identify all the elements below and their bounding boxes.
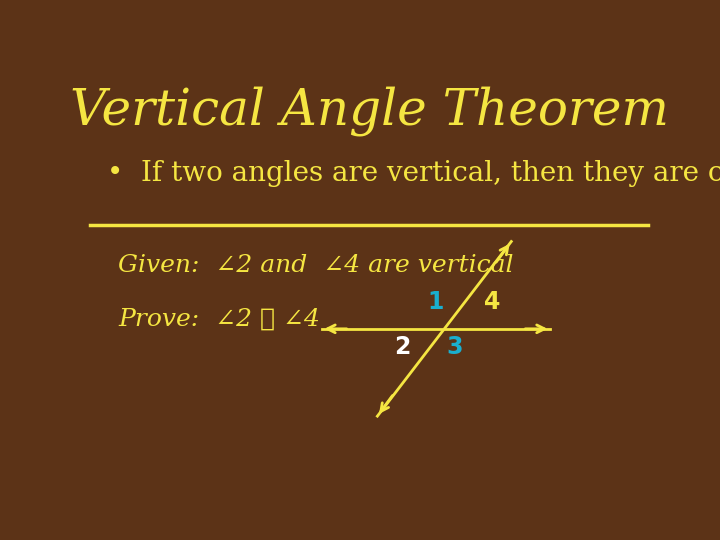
Text: 4: 4 <box>484 291 500 314</box>
Text: 2: 2 <box>395 335 410 359</box>
Text: Given:  ∠2 and  ∠4 are vertical: Given: ∠2 and ∠4 are vertical <box>118 254 513 277</box>
Text: 1: 1 <box>428 291 444 314</box>
Text: 3: 3 <box>446 335 463 359</box>
Text: Vertical Angle Theorem: Vertical Angle Theorem <box>70 85 668 136</box>
Text: Prove:  ∠2 ≅ ∠4: Prove: ∠2 ≅ ∠4 <box>118 308 320 331</box>
Text: •  If two angles are vertical, then they are congruent.: • If two angles are vertical, then they … <box>107 160 720 187</box>
